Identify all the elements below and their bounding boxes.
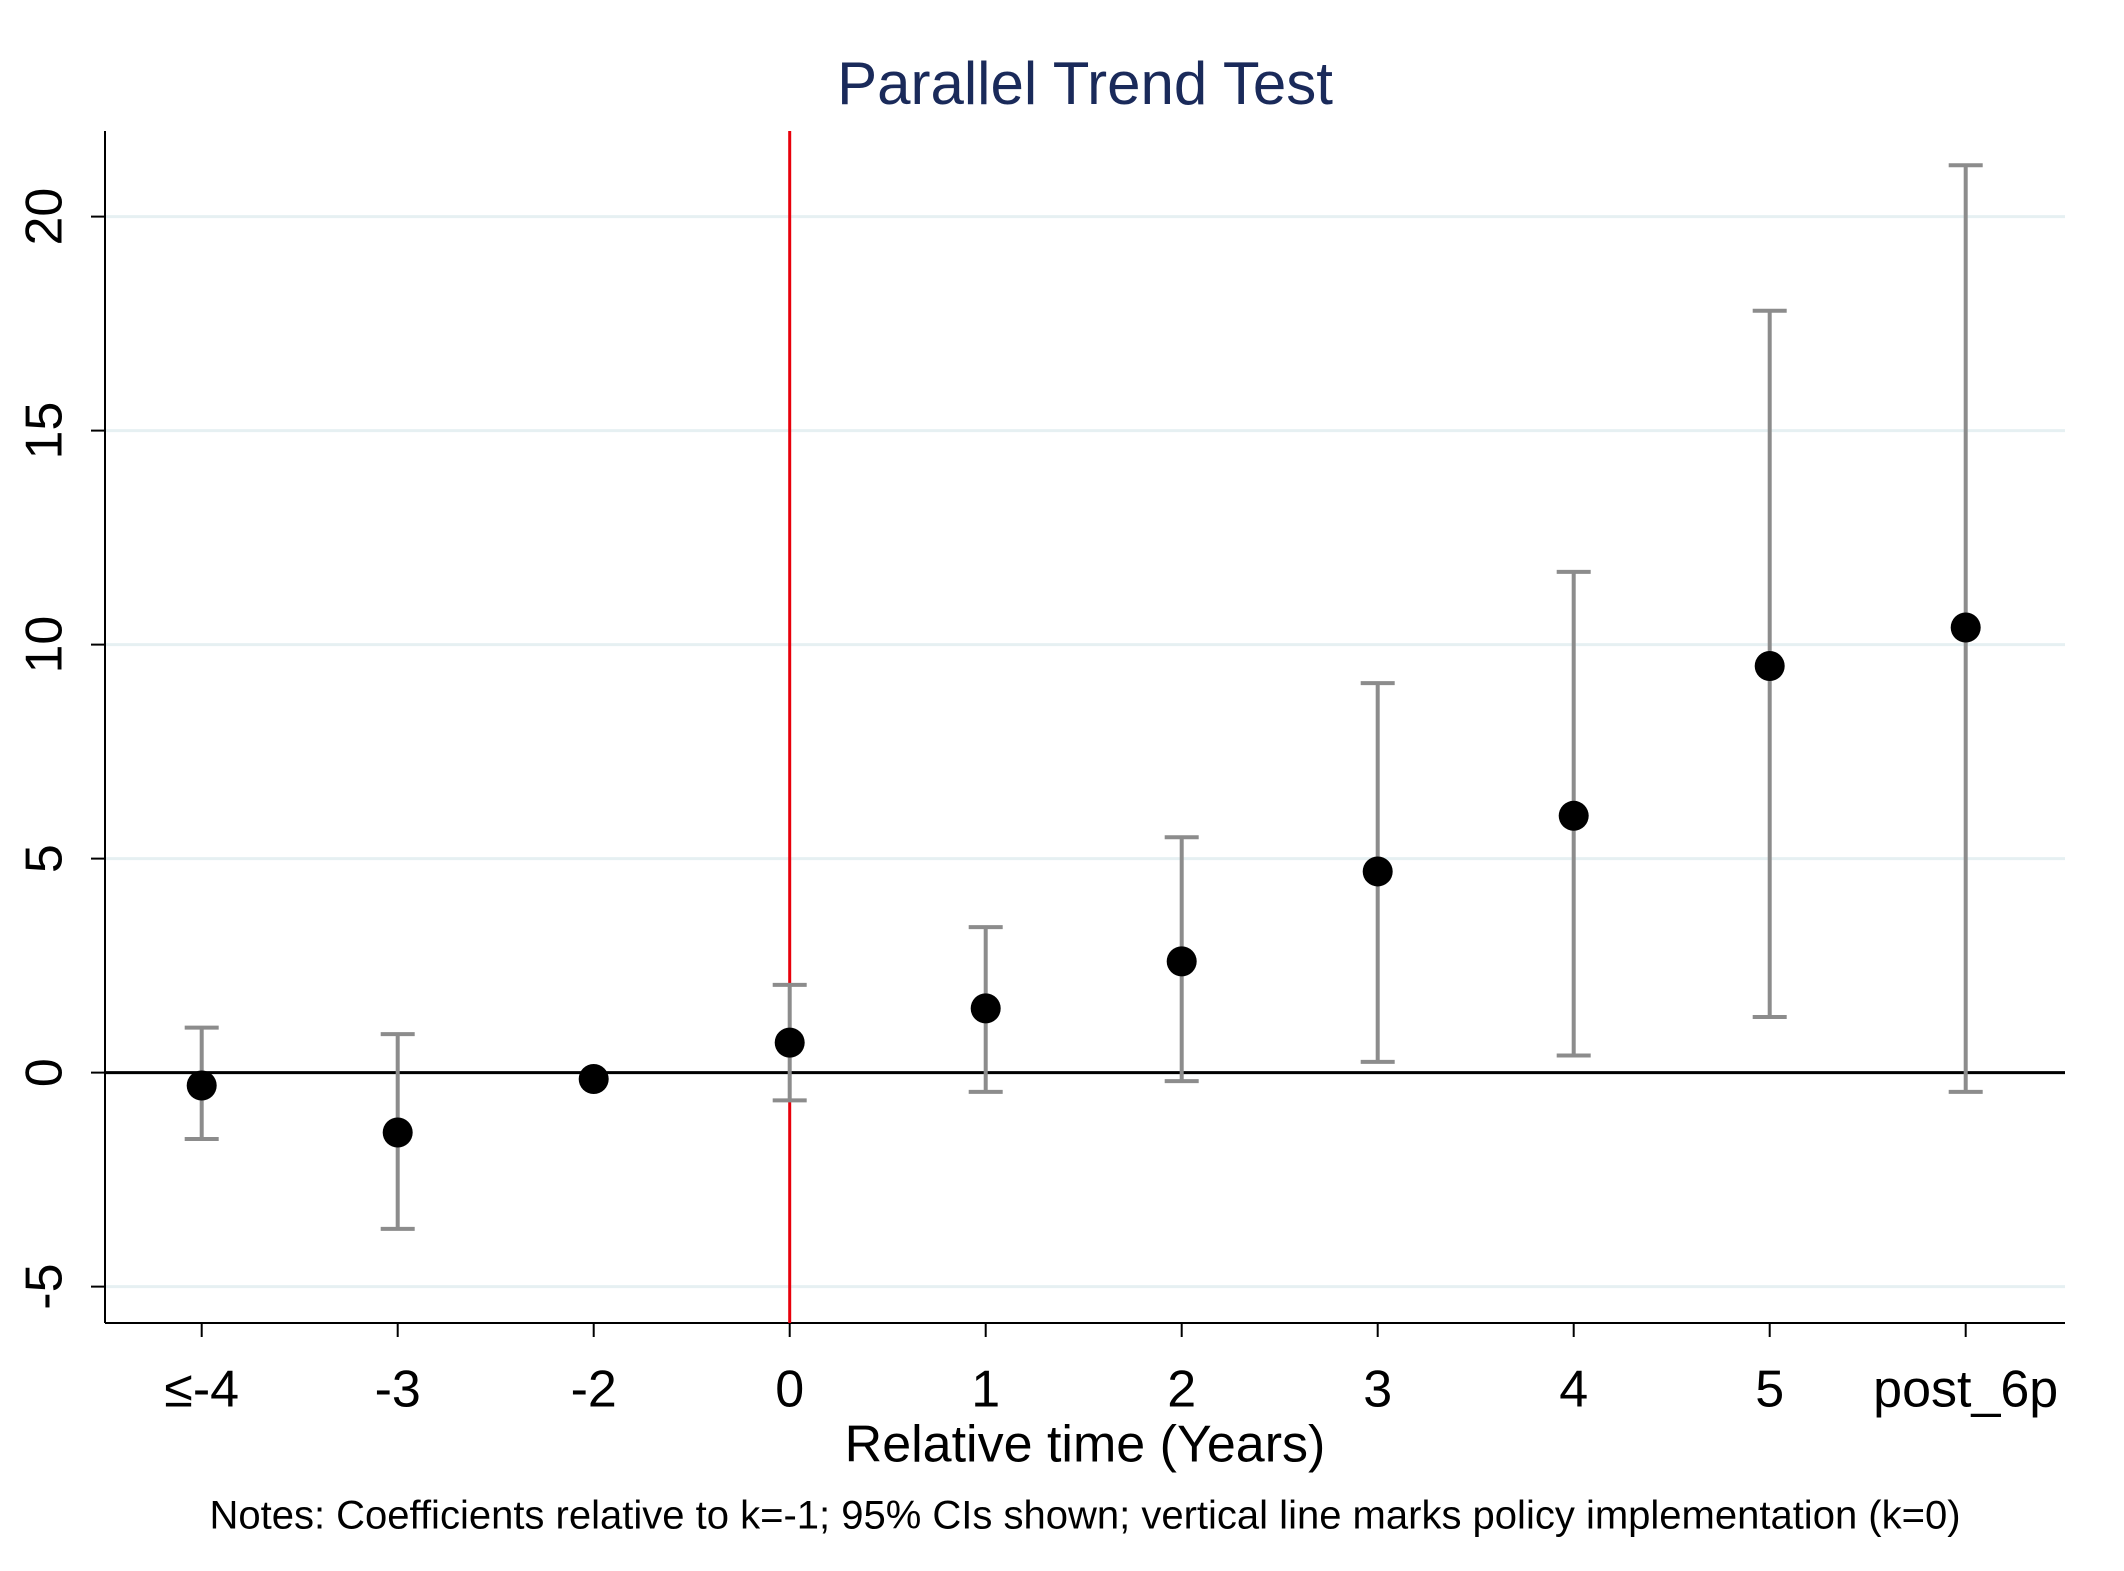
x-tick-label: ≤-4 [164,1361,239,1419]
point [1558,800,1589,831]
x-tick-label: -3 [375,1361,421,1419]
x-tick-label: post_6p [1873,1361,2058,1419]
x-tick-label: 0 [775,1361,804,1419]
point [1950,612,1981,643]
y-tick-label: -5 [16,1263,74,1309]
x-tick-label: 5 [1755,1361,1784,1419]
x-tick-label: 1 [971,1361,1000,1419]
x-tick-label: 2 [1167,1361,1196,1419]
x-tick-label: -2 [571,1361,617,1419]
x-axis-label: Relative time (Years) [845,1416,1326,1474]
point [186,1070,217,1101]
y-tick-label: 20 [16,188,74,246]
point [382,1117,413,1148]
x-tick-label: 3 [1363,1361,1392,1419]
point [1166,946,1197,977]
y-tick-label: 10 [16,616,74,674]
notes: Notes: Coefficients relative to k=-1; 95… [209,1494,1960,1538]
point [1362,856,1393,887]
point [970,993,1001,1024]
y-tick-label: 0 [16,1058,74,1087]
point [774,1027,805,1058]
x-tick-label: 4 [1559,1361,1588,1419]
y-tick-label: 5 [16,844,74,873]
point [578,1064,609,1095]
y-tick-label: 15 [16,402,74,460]
point [1754,651,1785,682]
chart-title: Parallel Trend Test [837,50,1333,117]
